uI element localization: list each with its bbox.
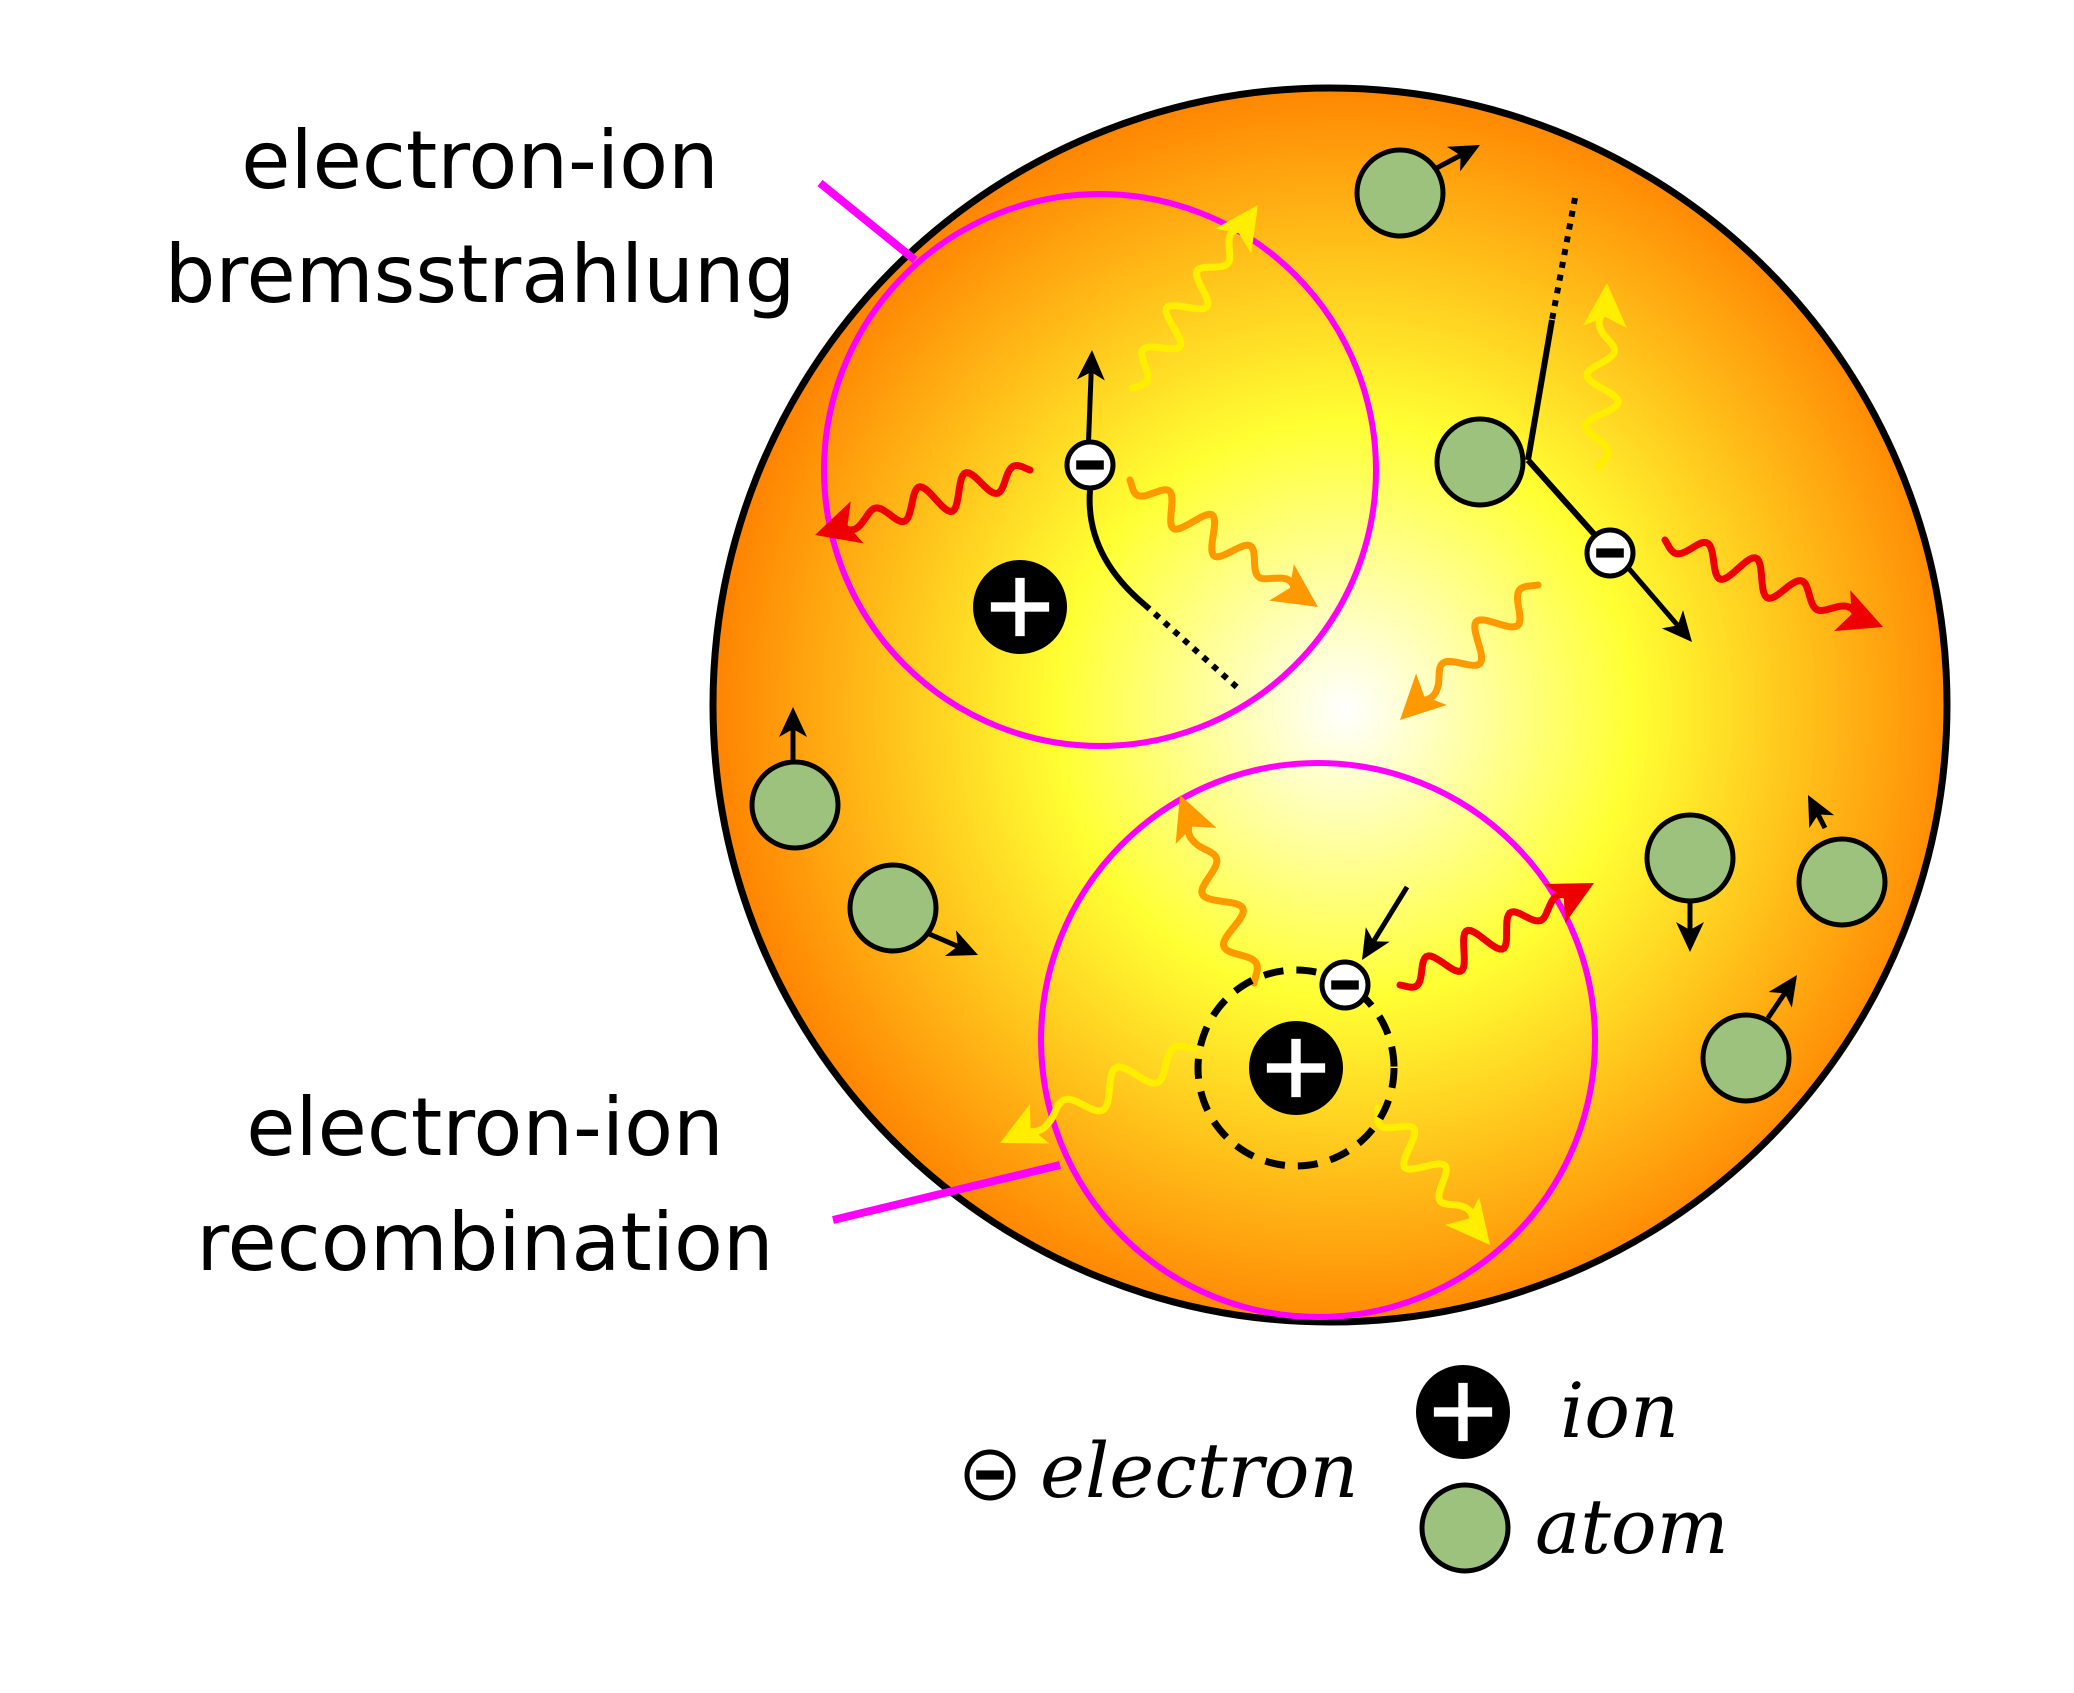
photon-orange-scatter — [1400, 581, 1542, 720]
bremsstrahlung-pointer-line — [817, 179, 918, 264]
legend-electron-label: electron — [1040, 1426, 1358, 1515]
legend-ion-icon — [1416, 1365, 1510, 1459]
photon-yellow-brems — [1128, 205, 1258, 392]
electron-trajectory-curve — [1086, 489, 1147, 608]
atom-right-middle — [1644, 812, 1736, 904]
photon-red-recomb — [1396, 883, 1594, 991]
photon-orange-recomb — [1175, 795, 1261, 987]
bremsstrahlung-highlight-circle — [821, 191, 1379, 749]
legend-ion-label: ion — [1560, 1366, 1679, 1455]
bremsstrahlung-label-line1: electron-ion — [241, 114, 719, 207]
photon-yellow-recomb-left — [1000, 1042, 1199, 1144]
atom-left-lower — [847, 862, 939, 954]
atom-lower-right — [1700, 1012, 1792, 1104]
legend: electron ion atom — [964, 1365, 1729, 1574]
recombination-label-line1: electron-ion — [246, 1081, 724, 1174]
electron-group — [1064, 439, 1636, 1011]
atom-arrow-lower-right — [1765, 975, 1797, 1020]
photon-red-scatter — [1661, 536, 1883, 632]
legend-atom-glyph — [1419, 1482, 1511, 1574]
scatter-trajectory-incoming — [1525, 319, 1555, 461]
legend-ion-glyph — [1416, 1365, 1510, 1459]
electron-trajectory-dotted — [1142, 602, 1243, 693]
atom-scatter — [1434, 416, 1526, 508]
atom-arrow-left-upper — [779, 707, 807, 762]
photon-yellow-recomb-right — [1374, 1104, 1490, 1245]
ion-recomb — [1249, 1021, 1343, 1115]
electron-recomb — [1319, 959, 1371, 1011]
atom-left-upper — [749, 759, 841, 851]
atom-arrow-right — [1808, 795, 1835, 830]
legend-atom-icon — [1419, 1482, 1511, 1574]
photon-orange-brems — [1126, 476, 1318, 607]
legend-electron-icon — [964, 1449, 1016, 1501]
photon-yellow-scatter — [1581, 283, 1627, 471]
recombination-highlight-circle — [1038, 760, 1598, 1320]
ion-brems — [973, 560, 1067, 654]
recombination-label-line2: recombination — [196, 1196, 773, 1289]
capture-orbit — [1194, 966, 1398, 1170]
recombination-pointer-line — [832, 1161, 1061, 1224]
plasma-ball — [709, 84, 1951, 1326]
atom-top — [1354, 147, 1446, 239]
photon-group — [815, 205, 1883, 1245]
electron-brems — [1064, 439, 1116, 491]
atom-arrow-right-middle — [1676, 900, 1704, 952]
legend-electron-glyph — [964, 1449, 1016, 1501]
legend-atom-label: atom — [1535, 1482, 1729, 1571]
ion-group — [973, 560, 1343, 1115]
electron-arrow-recomb — [1362, 885, 1410, 960]
atom-group — [749, 147, 1888, 1104]
photon-red-brems — [815, 461, 1034, 544]
atom-right — [1796, 836, 1888, 928]
bremsstrahlung-label-line2: bremsstrahlung — [165, 228, 796, 321]
electron-scatter — [1584, 527, 1636, 579]
